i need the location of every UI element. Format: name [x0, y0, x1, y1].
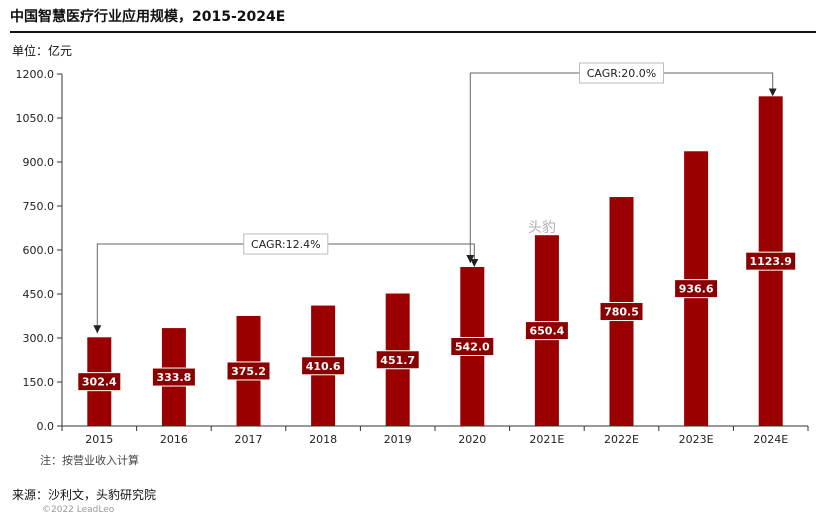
data-label: 650.4	[530, 325, 565, 338]
cagr-arrow-start	[93, 325, 102, 334]
cagr-label: CAGR:12.4%	[251, 238, 321, 251]
data-label-box	[375, 350, 420, 370]
data-label-box	[674, 279, 719, 299]
data-label-box	[450, 337, 495, 357]
cagr-label-box	[243, 233, 329, 255]
data-label-box	[745, 251, 797, 271]
x-tick-label: 2023E	[679, 433, 714, 446]
data-label: 375.2	[231, 365, 266, 378]
cagr-bracket	[96, 243, 479, 334]
data-label: 410.6	[306, 360, 341, 373]
x-tick-label: 2024E	[753, 433, 788, 446]
watermark: 头豹	[528, 220, 556, 236]
data-label-box	[77, 372, 122, 392]
cagr-annotations: CAGR:12.4% CAGR:20.0%	[93, 62, 777, 334]
y-tick-label: 300.0	[23, 332, 55, 345]
data-label-box	[599, 302, 644, 322]
data-label-box	[524, 321, 569, 341]
data-label-box	[301, 356, 346, 376]
cagr-arrow-start	[466, 255, 475, 264]
y-tick-label: 750.0	[23, 200, 55, 213]
title-divider	[10, 31, 816, 33]
chart-axes: 0.0 150.0 300.0 450.0 600.0 750.0 900.0 1050.0 1…	[16, 68, 809, 446]
y-tick-label: 1050.0	[16, 112, 55, 125]
data-label-box	[226, 361, 271, 381]
cagr-label: CAGR:20.0%	[587, 67, 657, 80]
chart-title: 中国智慧医疗行业应用规模，2015-2024E	[10, 9, 286, 25]
x-tick-label: 2016	[160, 433, 188, 446]
data-label: 780.5	[604, 306, 639, 319]
y-tick-label: 1200.0	[16, 68, 55, 81]
y-tick-label: 900.0	[23, 156, 55, 169]
cagr-label-box	[579, 62, 664, 84]
x-tick-label: 2015	[85, 433, 113, 446]
chart-bars: 302.4 333.8 375.2 410.6 451.7 542.0 650.4 780.5…	[77, 96, 797, 427]
y-tick-label: 450.0	[23, 288, 55, 301]
data-label: 542.0	[455, 341, 490, 354]
y-tick-label: 0.0	[37, 420, 55, 433]
data-label: 302.4	[82, 376, 117, 389]
source-text: 来源：沙利文，头豹研究院	[12, 488, 157, 502]
data-label: 333.8	[157, 371, 192, 384]
data-label: 1123.9	[749, 255, 791, 268]
data-label-box	[151, 367, 196, 387]
x-tick-label: 2021E	[529, 433, 564, 446]
data-label: 451.7	[380, 354, 415, 367]
data-label: 936.6	[679, 283, 714, 296]
unit-label: 单位：亿元	[12, 44, 73, 58]
x-tick-label: 2022E	[604, 433, 639, 446]
y-tick-label: 150.0	[23, 376, 55, 389]
y-tick-label: 600.0	[23, 244, 55, 257]
x-tick-label: 2020	[458, 433, 486, 446]
x-tick-label: 2017	[235, 433, 263, 446]
x-tick-label: 2019	[384, 433, 412, 446]
footnote: 注：按营业收入计算	[40, 454, 139, 467]
copyright-text: ©2022 LeadLeo	[42, 505, 115, 515]
x-tick-label: 2018	[309, 433, 337, 446]
